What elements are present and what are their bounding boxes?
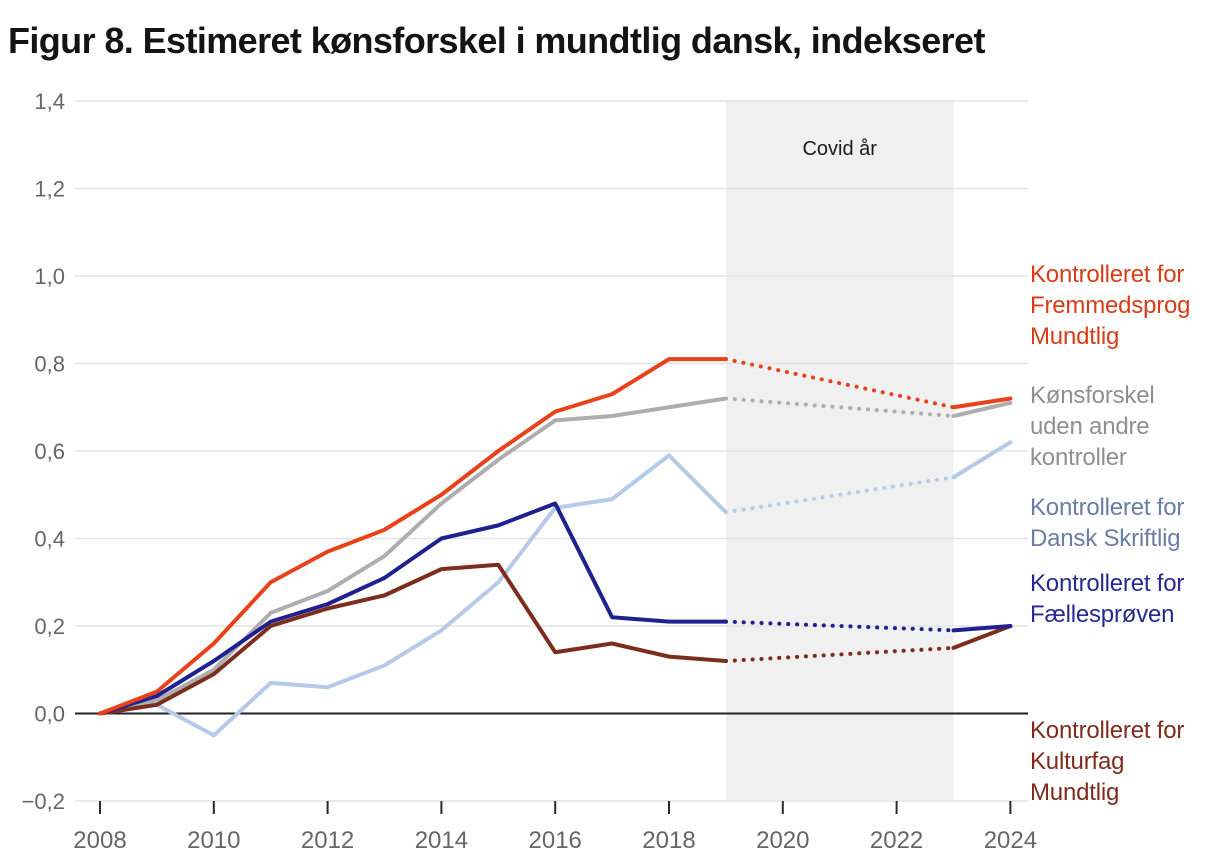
x-axis-tick-label: 2014 xyxy=(415,827,468,854)
x-axis-tick-label: 2008 xyxy=(73,827,126,854)
legend-label-line: uden andre xyxy=(1030,413,1150,440)
y-axis-tick-label: 0,6 xyxy=(34,439,65,464)
legend-label-line: Kulturfag xyxy=(1030,748,1125,775)
series-line-dotted-faellesproven xyxy=(723,619,956,633)
series-line-faellesproven xyxy=(98,501,728,716)
y-axis-tick-label: −0,2 xyxy=(22,789,65,814)
legend-label-line: Mundtlig xyxy=(1030,323,1120,350)
series-line-tail-uden_kontroller xyxy=(951,400,1013,418)
legend-label-dansk_skriftlig: Kontrolleret for Dansk Skriftlig xyxy=(1030,492,1220,554)
legend-label-line: Mundtlig xyxy=(1030,779,1120,806)
legend-label-line: Fremmedsprog xyxy=(1030,292,1191,319)
series-line-tail-kulturfag xyxy=(951,624,1013,650)
legend-label-line: Kontrolleret for xyxy=(1030,570,1185,597)
y-axis-tick-label: 0,8 xyxy=(34,352,65,377)
legend-label-uden_kontroller: Kønsforskel uden andre kontroller xyxy=(1030,380,1220,473)
legend-label-line: Kontrolleret for xyxy=(1030,494,1185,521)
legend-label-faellesproven: Kontrolleret for Fællesprøven xyxy=(1030,568,1220,630)
x-axis-tick-label: 2024 xyxy=(984,827,1037,854)
y-axis-tick-label: 1,0 xyxy=(34,264,65,289)
series-line-kulturfag xyxy=(98,562,728,716)
legend-label-fremmedsprog: Kontrolleret for Fremmedsprog Mundtlig xyxy=(1030,259,1220,352)
series-line-tail-faellesproven xyxy=(951,624,1013,633)
y-axis-tick-label: 1,2 xyxy=(34,177,65,202)
y-axis-tick-label: 0,0 xyxy=(34,702,65,727)
series-line-fremmedsprog xyxy=(98,357,728,716)
legend-label-line: Dansk Skriftlig xyxy=(1030,525,1181,552)
x-axis-tick-label: 2018 xyxy=(642,827,695,854)
x-axis-tick-label: 2012 xyxy=(301,827,354,854)
legend-label-line: Kønsforskel xyxy=(1030,382,1155,409)
series-line-dansk_skriftlig xyxy=(98,453,728,738)
series-line-dotted-kulturfag xyxy=(723,645,956,663)
series-line-dotted-fremmedsprog xyxy=(723,357,956,410)
legend-label-line: Fællesprøven xyxy=(1030,601,1175,628)
covid-band xyxy=(725,100,954,800)
y-axis-tick-label: 0,2 xyxy=(34,614,65,639)
y-axis-tick-label: 1,4 xyxy=(34,89,65,114)
series-line-dotted-uden_kontroller xyxy=(723,396,956,418)
x-axis-tick-label: 2022 xyxy=(870,827,923,854)
series-line-tail-dansk_skriftlig xyxy=(951,440,1013,480)
series-line-tail-fremmedsprog xyxy=(951,396,1013,410)
series-line-dotted-dansk_skriftlig xyxy=(723,475,956,515)
x-axis-tick-label: 2016 xyxy=(529,827,582,854)
x-axis-tick-label: 2010 xyxy=(187,827,240,854)
legend-label-line: Kontrolleret for xyxy=(1030,717,1185,744)
figure-title: Figur 8. Estimeret kønsforskel i mundtli… xyxy=(8,20,985,61)
legend-label-line: Kontrolleret for xyxy=(1030,261,1185,288)
y-axis-tick-label: 0,4 xyxy=(34,527,65,552)
covid-band-label: Covid år xyxy=(802,138,877,160)
series-line-uden_kontroller xyxy=(98,396,728,716)
x-axis-tick-label: 2020 xyxy=(756,827,809,854)
legend-label-line: kontroller xyxy=(1030,444,1127,471)
legend-label-kulturfag: Kontrolleret for Kulturfag Mundtlig xyxy=(1030,715,1220,808)
